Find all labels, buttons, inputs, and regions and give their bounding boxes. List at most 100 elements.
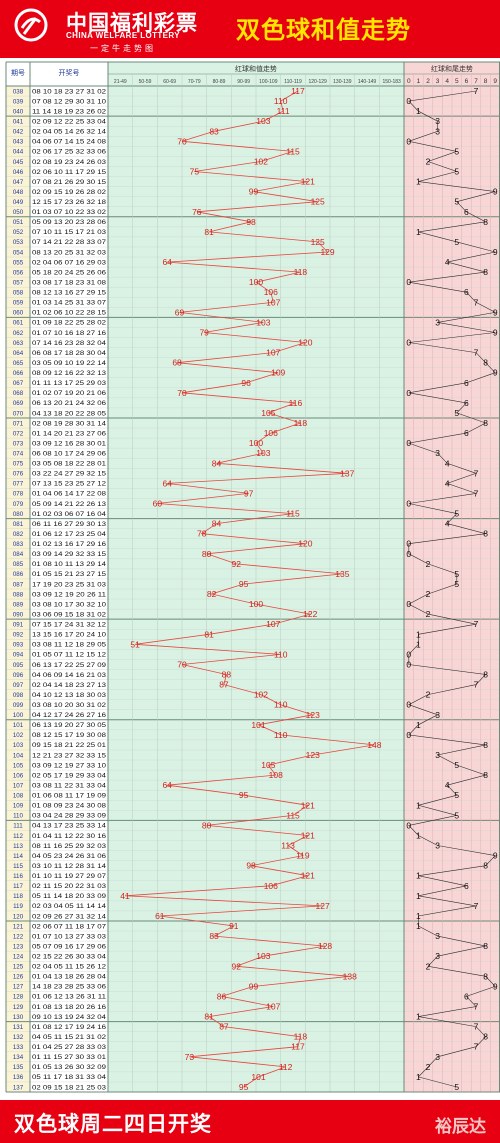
sum-value-label: 107 [266, 1001, 280, 1011]
draw-numbers: 01 06 12 13 26 31 11 [32, 994, 107, 1001]
sum-value-label: 95 [239, 1082, 249, 1092]
draw-numbers: 02 11 15 20 22 31 03 [32, 883, 107, 890]
sum-value-label: 112 [279, 1062, 293, 1072]
sum-value-label: 80 [202, 549, 212, 559]
draw-numbers: 04 05 23 24 26 31 06 [32, 853, 107, 860]
issue-number: 136 [13, 1074, 24, 1081]
range-tick-label: 21-49 [114, 79, 127, 85]
tail-value-label: 4 [445, 519, 450, 529]
sum-value-label: 125 [311, 197, 325, 207]
tail-value-label: 0 [406, 730, 411, 740]
draw-numbers: 03 22 24 27 29 32 15 [32, 471, 107, 478]
draw-schedule: 双色球周二四日开奖 [14, 1113, 212, 1136]
issue-number: 074 [13, 450, 24, 457]
sum-value-label: 103 [256, 448, 270, 458]
sum-value-label: 109 [271, 368, 285, 378]
sum-value-label: 125 [311, 237, 325, 247]
sum-value-label: 81 [204, 629, 214, 639]
tail-value-label: 6 [464, 287, 469, 297]
sum-value-label: 103 [256, 951, 270, 961]
sum-value-label: 99 [249, 981, 259, 991]
tail-value-label: 1 [416, 911, 421, 921]
draw-numbers: 09 15 18 21 22 25 01 [32, 742, 107, 749]
tail-value-label: 2 [426, 690, 431, 700]
tail-value-label: 9 [493, 247, 498, 257]
issue-number: 080 [13, 511, 24, 518]
issue-number: 079 [13, 501, 24, 508]
issue-number: 115 [13, 863, 23, 870]
sum-panel-title: 红球和值走势 [235, 64, 277, 73]
draw-numbers: 05 11 17 18 31 33 04 [32, 1074, 107, 1081]
range-tick-label: 110-119 [284, 79, 302, 85]
issue-number: 096 [13, 672, 24, 679]
issue-number: 100 [13, 712, 24, 719]
sum-value-label: 98 [246, 861, 256, 871]
tail-value-label: 3 [435, 710, 440, 720]
sum-value-label: 87 [219, 1022, 229, 1032]
tail-trend-line [407, 90, 497, 1088]
draw-numbers: 01 05 07 11 12 15 12 [32, 652, 107, 659]
sum-value-label: 110 [274, 96, 288, 106]
issue-number: 106 [13, 772, 24, 779]
issue-number: 093 [13, 642, 24, 649]
tail-value-label: 0 [406, 549, 411, 559]
issue-number: 062 [13, 330, 24, 337]
sum-value-label: 60 [153, 498, 163, 508]
tail-value-label: 4 [445, 780, 450, 790]
issue-number: 060 [13, 310, 24, 317]
draw-numbers: 07 14 21 22 28 33 07 [32, 239, 107, 246]
draw-numbers: 03 08 11 12 18 29 05 [32, 642, 107, 649]
tail-value-label: 8 [483, 217, 488, 227]
sum-value-label: 105 [261, 408, 275, 418]
tail-value-label: 3 [435, 1052, 440, 1062]
draw-numbers: 04 06 07 14 15 24 08 [32, 139, 107, 146]
sum-value-label: 96 [241, 378, 251, 388]
sum-value-label: 128 [318, 941, 332, 951]
issue-number: 123 [13, 943, 24, 950]
issue-number: 046 [13, 169, 24, 176]
draw-numbers: 07 14 16 23 28 32 04 [32, 340, 107, 347]
tail-digit-tick-label: 4 [445, 78, 449, 85]
draw-numbers: 01 03 07 10 22 33 02 [32, 209, 107, 216]
tail-digit-tick-label: 8 [484, 78, 488, 85]
draw-numbers: 01 10 11 19 27 29 07 [32, 873, 107, 880]
draw-numbers: 17 19 20 23 25 31 03 [32, 581, 107, 588]
sum-value-label: 70 [177, 136, 187, 146]
sum-value-label: 113 [281, 841, 295, 851]
draw-numbers: 07 08 21 26 29 30 15 [32, 179, 107, 186]
draw-numbers: 01 04 06 14 17 22 08 [32, 491, 107, 498]
draw-numbers: 11 14 18 19 23 26 02 [32, 108, 107, 115]
tail-value-label: 1 [416, 227, 421, 237]
draw-numbers: 02 08 19 23 24 26 03 [32, 159, 107, 166]
tail-value-label: 4 [445, 458, 450, 468]
draw-numbers: 01 04 11 12 22 30 16 [32, 833, 107, 840]
draw-numbers: 08 12 13 16 27 29 15 [32, 290, 107, 297]
tail-value-label: 9 [493, 981, 498, 991]
draw-numbers: 02 04 05 11 15 26 12 [32, 964, 107, 971]
sum-value-label: 102 [254, 690, 268, 700]
issue-number: 076 [13, 471, 24, 478]
tail-value-label: 1 [416, 629, 421, 639]
draw-numbers: 01 07 10 13 27 33 03 [32, 933, 107, 940]
issue-number: 094 [13, 652, 24, 659]
tail-value-label: 6 [464, 398, 469, 408]
tail-value-label: 4 [445, 257, 450, 267]
issue-number: 038 [13, 88, 24, 95]
draw-numbers: 01 02 03 06 07 16 04 [32, 511, 107, 518]
tail-value-label: 8 [483, 529, 488, 539]
sum-value-label: 120 [298, 338, 312, 348]
draw-numbers: 01 08 12 17 19 24 16 [32, 1024, 107, 1031]
issue-number: 111 [13, 823, 23, 830]
draw-numbers: 03 06 09 15 18 31 02 [32, 611, 107, 618]
issue-number: 041 [13, 119, 24, 126]
issue-number: 129 [13, 1004, 24, 1011]
issue-number: 085 [13, 561, 24, 568]
tail-value-label: 3 [435, 116, 440, 126]
tail-value-label: 5 [454, 509, 459, 519]
sum-trend-line [124, 90, 375, 1088]
issue-number: 082 [13, 531, 24, 538]
issue-number: 128 [13, 994, 24, 1001]
sum-value-label: 106 [264, 287, 278, 297]
tail-value-label: 8 [483, 740, 488, 750]
tail-value-label: 0 [406, 700, 411, 710]
